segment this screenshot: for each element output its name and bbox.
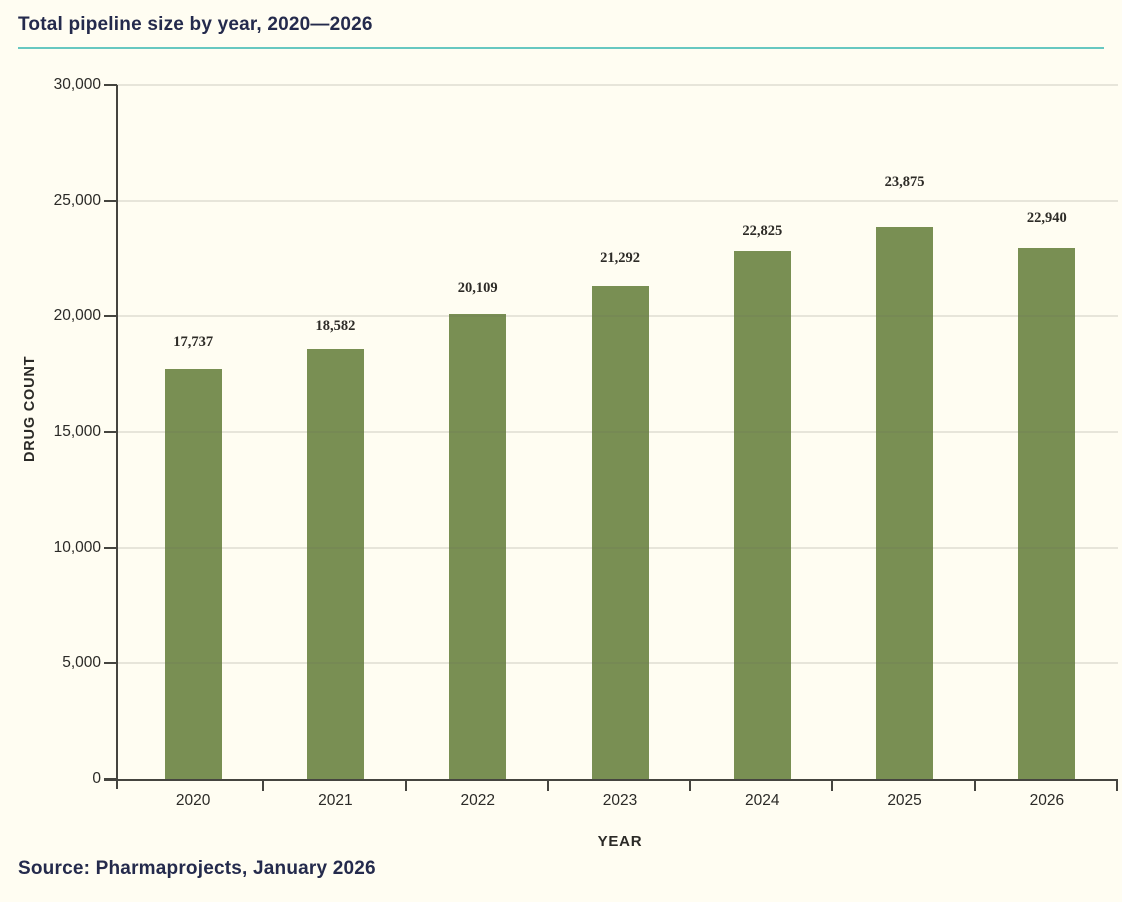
value-label-2022: 20,109 xyxy=(457,279,498,296)
x-tick-label-2020: 2020 xyxy=(175,792,211,809)
gridline-20000 xyxy=(117,315,1118,318)
y-tick-label-25000: 25,000 xyxy=(53,191,101,209)
bar-2026 xyxy=(1018,248,1076,779)
x-tick-label-2023: 2023 xyxy=(602,792,638,809)
value-label-2026: 22,940 xyxy=(1026,210,1067,227)
y-tick-label-15000: 15,000 xyxy=(53,423,101,440)
bar-2024 xyxy=(733,250,791,779)
x-axis-title: YEAR xyxy=(597,833,643,850)
gridline-15000 xyxy=(117,431,1118,433)
y-tick-25000 xyxy=(104,199,117,202)
y-tick-15000 xyxy=(104,431,117,433)
y-tick-label-0: 0 xyxy=(92,770,101,787)
x-tick-7 xyxy=(1116,781,1118,791)
y-tick-label-5000: 5,000 xyxy=(62,654,101,672)
source-attribution: Source: Pharmaprojects, January 2026 xyxy=(18,858,376,879)
y-tick-label-10000: 10,000 xyxy=(53,538,101,556)
y-tick-30000 xyxy=(104,84,117,86)
bar-2025 xyxy=(876,226,934,779)
x-axis-line xyxy=(104,779,1118,781)
x-tick-6 xyxy=(973,781,976,791)
x-tick-2 xyxy=(404,781,407,791)
y-axis-title: DRUG COUNT xyxy=(22,355,38,463)
bar-2021 xyxy=(306,349,364,779)
value-label-2021: 18,582 xyxy=(315,318,356,335)
chart-title: Total pipeline size by year, 2020—2026 xyxy=(18,14,373,35)
gridline-5000 xyxy=(117,662,1118,665)
bar-2022 xyxy=(449,313,507,779)
x-tick-4 xyxy=(689,781,692,791)
value-label-2023: 21,292 xyxy=(600,250,640,267)
x-tick-3 xyxy=(546,781,549,791)
y-tick-label-30000: 30,000 xyxy=(53,76,101,93)
value-label-2025: 23,875 xyxy=(884,173,925,190)
y-tick-10000 xyxy=(104,546,117,549)
value-label-2020: 17,737 xyxy=(173,333,214,350)
y-tick-5000 xyxy=(104,662,117,665)
bar-2020 xyxy=(164,368,222,779)
x-tick-label-2026: 2026 xyxy=(1029,792,1065,809)
x-tick-label-2021: 2021 xyxy=(318,792,353,809)
x-tick-label-2024: 2024 xyxy=(745,792,780,809)
x-tick-5 xyxy=(831,781,834,791)
gridline-10000 xyxy=(117,546,1118,549)
y-axis-line xyxy=(116,85,118,789)
bar-2023 xyxy=(591,286,649,779)
gridline-30000 xyxy=(117,84,1118,86)
x-tick-label-2025: 2025 xyxy=(887,792,922,809)
x-tick-label-2022: 2022 xyxy=(460,792,495,809)
y-tick-label-20000: 20,000 xyxy=(53,307,101,325)
gridline-25000 xyxy=(117,199,1118,202)
y-tick-20000 xyxy=(104,315,117,318)
title-divider xyxy=(18,47,1104,49)
value-label-2024: 22,825 xyxy=(742,222,783,239)
x-tick-1 xyxy=(262,781,265,791)
